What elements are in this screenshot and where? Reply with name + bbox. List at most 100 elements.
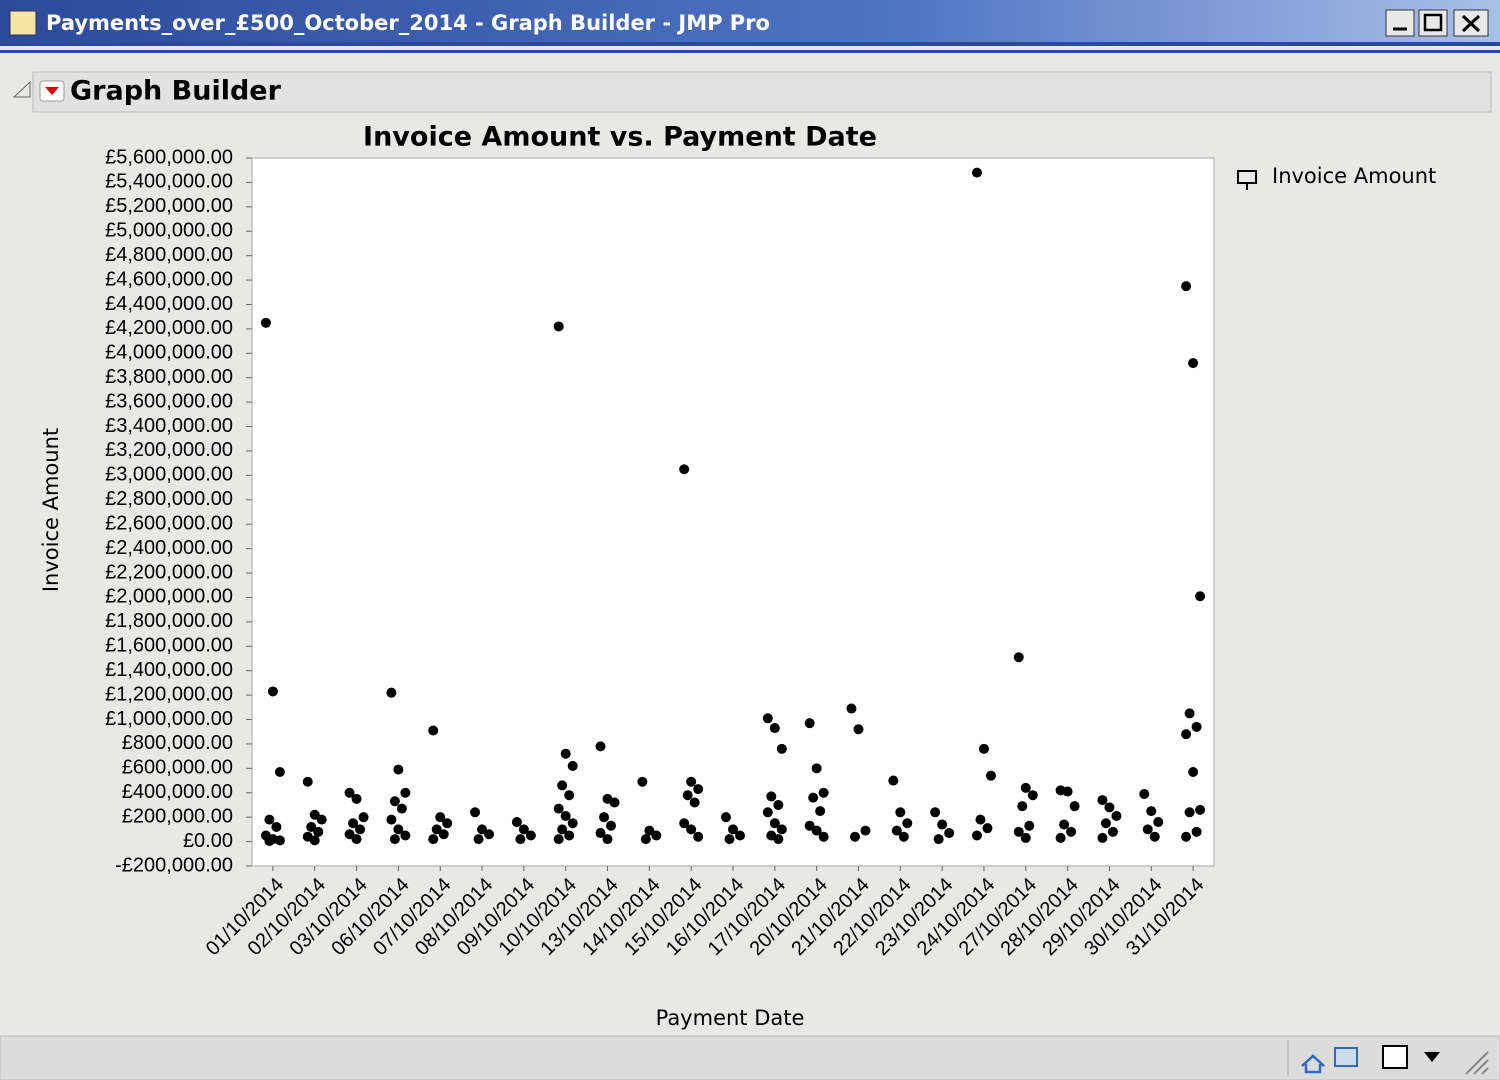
point bbox=[1069, 801, 1080, 812]
point bbox=[1027, 790, 1038, 801]
table-icon[interactable] bbox=[1334, 1047, 1358, 1067]
point bbox=[595, 741, 606, 752]
point bbox=[1153, 817, 1164, 828]
point bbox=[351, 793, 362, 804]
point bbox=[686, 776, 697, 787]
point bbox=[1191, 826, 1202, 837]
point bbox=[473, 834, 484, 845]
point bbox=[637, 776, 648, 787]
y-tick-label: £5,600,000.00 bbox=[105, 146, 233, 168]
point bbox=[686, 824, 697, 835]
legend-label[interactable]: Invoice Amount bbox=[1272, 164, 1436, 188]
point bbox=[769, 723, 780, 734]
point bbox=[274, 767, 285, 778]
point bbox=[804, 820, 815, 831]
border bbox=[0, 42, 1500, 46]
point bbox=[428, 834, 439, 845]
point bbox=[271, 821, 282, 832]
window-icon[interactable] bbox=[1382, 1045, 1408, 1069]
point bbox=[386, 814, 397, 825]
point bbox=[1020, 782, 1031, 793]
y-tick-label: £2,200,000.00 bbox=[105, 561, 233, 583]
point bbox=[804, 718, 815, 729]
point bbox=[525, 830, 536, 841]
point bbox=[773, 834, 784, 845]
point bbox=[567, 818, 578, 829]
y-tick-label: £0.00 bbox=[183, 830, 233, 852]
point bbox=[267, 686, 278, 697]
point bbox=[651, 830, 662, 841]
point bbox=[982, 823, 993, 834]
minimize-button[interactable] bbox=[1385, 9, 1415, 37]
point bbox=[1111, 810, 1122, 821]
point bbox=[470, 807, 481, 818]
point bbox=[344, 787, 355, 798]
disclosure-icon[interactable] bbox=[12, 80, 31, 98]
point bbox=[1184, 807, 1195, 818]
point bbox=[560, 810, 571, 821]
y-tick-label: £1,000,000.00 bbox=[105, 708, 233, 730]
icon bbox=[1461, 14, 1481, 33]
point bbox=[728, 824, 738, 835]
point bbox=[264, 814, 275, 825]
point bbox=[1181, 281, 1192, 292]
point bbox=[776, 824, 787, 835]
y-tick-label: £3,800,000.00 bbox=[105, 366, 233, 388]
point bbox=[1104, 802, 1115, 813]
point bbox=[1066, 826, 1077, 837]
y-tick-label: £1,400,000.00 bbox=[105, 659, 233, 681]
y-tick-label: -£200,000.00 bbox=[115, 854, 233, 876]
point bbox=[815, 806, 826, 817]
resize-grip[interactable] bbox=[1465, 1051, 1489, 1075]
point bbox=[682, 790, 693, 801]
point bbox=[860, 825, 871, 836]
point bbox=[1059, 819, 1070, 830]
y-tick-label: £5,200,000.00 bbox=[105, 195, 233, 217]
point bbox=[721, 812, 731, 823]
point bbox=[689, 797, 700, 808]
point bbox=[811, 825, 822, 836]
point bbox=[396, 803, 407, 814]
point bbox=[1184, 708, 1195, 719]
point bbox=[985, 770, 996, 781]
point bbox=[978, 743, 989, 754]
point bbox=[1149, 831, 1160, 842]
app-icon bbox=[9, 10, 37, 36]
point bbox=[762, 713, 773, 724]
point bbox=[564, 790, 575, 801]
point bbox=[902, 818, 913, 829]
dropdown-icon[interactable] bbox=[1424, 1052, 1440, 1062]
point bbox=[557, 780, 568, 791]
point bbox=[595, 828, 606, 839]
point bbox=[442, 818, 453, 829]
point bbox=[1097, 795, 1108, 806]
y-tick-label: £3,400,000.00 bbox=[105, 415, 233, 437]
point bbox=[762, 807, 773, 818]
point bbox=[609, 797, 620, 808]
point bbox=[937, 819, 948, 830]
close-button[interactable] bbox=[1453, 9, 1489, 37]
y-tick-label: £1,600,000.00 bbox=[105, 635, 233, 657]
point bbox=[389, 834, 400, 845]
border bbox=[0, 50, 1500, 53]
point bbox=[818, 787, 829, 798]
icon bbox=[1423, 13, 1443, 32]
point bbox=[515, 834, 526, 845]
y-tick-label: £200,000.00 bbox=[122, 805, 233, 827]
point bbox=[393, 824, 404, 835]
point bbox=[898, 831, 909, 842]
point bbox=[553, 834, 564, 845]
point bbox=[1013, 826, 1024, 837]
window-buttons[interactable] bbox=[1385, 9, 1489, 37]
outline-header bbox=[32, 71, 1492, 113]
point bbox=[846, 703, 857, 714]
y-tick-label: £400,000.00 bbox=[122, 781, 233, 803]
point bbox=[358, 812, 369, 823]
y-tick-label: £2,800,000.00 bbox=[105, 488, 233, 510]
point bbox=[693, 831, 704, 842]
point bbox=[477, 824, 488, 835]
home-icon[interactable] bbox=[1301, 1054, 1325, 1074]
panel-title: Graph Builder bbox=[70, 76, 282, 107]
point bbox=[560, 748, 571, 759]
